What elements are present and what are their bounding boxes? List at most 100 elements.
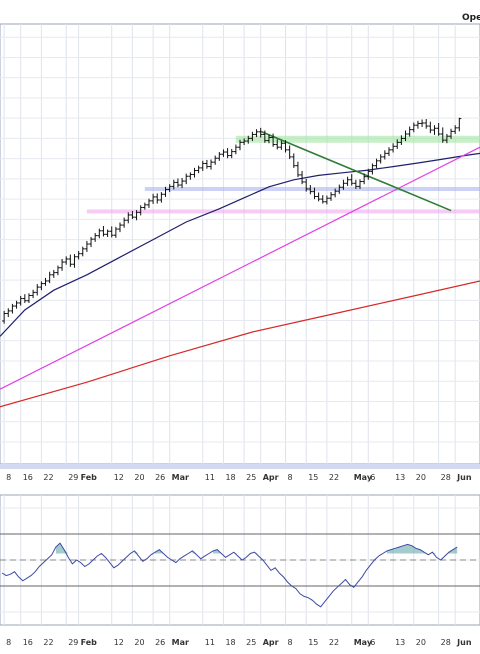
ohlc-bar — [105, 229, 110, 237]
ohlc-bar — [109, 226, 114, 238]
oscillator-time-tick-label: 22 — [329, 638, 339, 647]
ohlc-bar — [386, 147, 391, 156]
ohlc-bar — [60, 258, 65, 271]
ohlc-bar — [2, 310, 7, 324]
ohlc-bar — [138, 205, 143, 216]
overbought-shade — [55, 543, 458, 554]
price-time-tick-label: Jun — [456, 473, 472, 482]
grid — [0, 24, 480, 625]
ohlc-bar — [6, 308, 11, 318]
price-time-tick-label: 28 — [441, 473, 451, 482]
ohlc-bar — [64, 256, 69, 265]
ohlc-bar — [444, 134, 449, 144]
ohlc-bar — [80, 246, 85, 257]
ohlc-bar — [420, 119, 425, 127]
ohlc-bar — [428, 121, 433, 134]
ohlc-bar — [229, 148, 234, 159]
ohlc-bar — [26, 293, 31, 303]
ohlc-bar — [436, 123, 441, 136]
ohlc-bar — [453, 125, 458, 134]
ohlc-bar — [337, 184, 342, 194]
oscillator-time-tick-label: 15 — [308, 638, 318, 647]
ohlc-bar — [457, 117, 462, 132]
ohlc-bar — [312, 187, 317, 200]
ohlc-bar — [358, 179, 362, 189]
oscillator-time-tick-label: Mar — [172, 638, 189, 647]
ohlc-bar — [217, 152, 222, 161]
ohlc-bar — [279, 140, 284, 150]
ohlc-bar — [84, 240, 89, 252]
ohlc-bar — [209, 159, 214, 170]
price-time-tick-label: 11 — [205, 473, 215, 482]
ohlc-bar — [341, 179, 346, 190]
ohlc-bar — [200, 160, 205, 171]
oscillator-time-tick-label: 26 — [155, 638, 165, 647]
rising-trendline — [0, 146, 480, 390]
ohlc-bar — [134, 210, 139, 221]
ohlc-bar — [300, 170, 305, 185]
ohlc-bar — [188, 172, 193, 180]
price-time-tick-label: 8 — [6, 473, 11, 482]
ohlc-bar — [221, 149, 226, 157]
price-time-tick-label: 26 — [155, 473, 165, 482]
corner-label: Ope — [462, 13, 480, 23]
horizontal-level-band — [86, 209, 480, 214]
ohlc-bar — [122, 217, 127, 228]
price-time-tick-label: Apr — [263, 473, 279, 482]
moving-averages-layer — [0, 152, 480, 408]
price-plot-area — [0, 23, 480, 465]
ohlc-bar — [101, 225, 106, 237]
oscillator-time-tick-label: 22 — [43, 638, 53, 647]
ohlc-bar — [374, 158, 379, 169]
moving-average-long-line — [0, 280, 480, 408]
ohlc-bar — [130, 211, 135, 219]
ohlc-bar — [43, 277, 48, 286]
oscillator-time-tick-label: 13 — [395, 638, 405, 647]
ohlc-bar — [113, 226, 118, 238]
ohlc-bar — [440, 127, 445, 143]
oscillator-time-tick-label: Apr — [263, 638, 279, 647]
oscillator-time-tick-label: 16 — [23, 638, 33, 647]
ohlc-bar — [395, 139, 400, 149]
ohlc-bar — [242, 138, 247, 145]
ohlc-bar — [97, 228, 102, 239]
price-time-tick-label: 6 — [370, 473, 375, 482]
oscillator-time-tick-label: 11 — [205, 638, 215, 647]
moving-average-short-line — [0, 152, 480, 337]
oscillator-time-tick-label: 8 — [6, 638, 11, 647]
ohlc-bar — [382, 150, 387, 160]
ohlc-bar — [118, 222, 122, 233]
price-time-tick-label: 20 — [416, 473, 426, 482]
ohlc-bar — [266, 134, 271, 144]
oscillator-time-tick-label: 28 — [441, 638, 451, 647]
ohlc-bar — [47, 271, 52, 284]
ohlc-bar — [159, 192, 164, 203]
ohlc-bar — [31, 289, 36, 299]
ohlc-bar — [142, 202, 147, 210]
trendlines-layer — [0, 130, 480, 390]
ohlc-bar — [304, 178, 309, 192]
price-bars-layer — [2, 117, 462, 324]
price-time-tick-label: 16 — [23, 473, 33, 482]
horizontal-level-band — [144, 187, 480, 191]
price-time-tick-label: 15 — [308, 473, 318, 482]
ohlc-bar — [39, 281, 44, 291]
ohlc-bar — [308, 185, 313, 195]
ohlc-bar — [287, 145, 292, 160]
ohlc-bar — [353, 179, 358, 189]
ohlc-bar — [291, 153, 296, 168]
oscillator-time-tick-label: 25 — [246, 638, 256, 647]
ohlc-bar — [254, 129, 259, 138]
ohlc-bar — [213, 155, 218, 165]
ohlc-bar — [225, 148, 230, 159]
oscillator-layer — [0, 533, 480, 608]
ohlc-bar — [76, 251, 81, 260]
price-time-tick-label: Feb — [81, 473, 98, 482]
ohlc-bar — [126, 212, 131, 224]
ohlc-bar — [93, 233, 98, 242]
ohlc-bar — [184, 173, 189, 185]
